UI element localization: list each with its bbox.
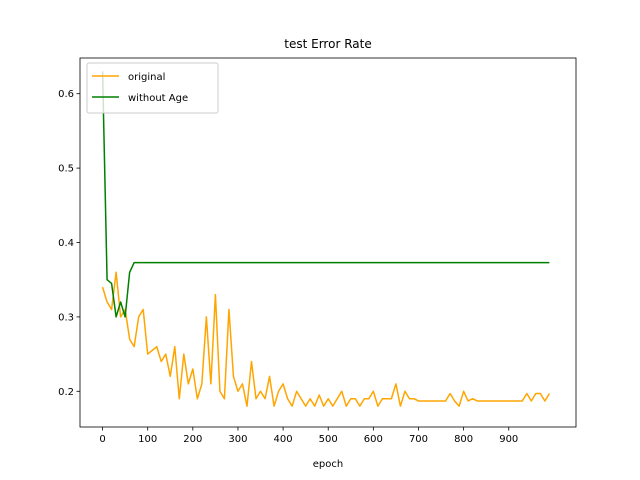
x-tick-label: 200 (183, 434, 202, 445)
y-tick-label: 0.3 (58, 312, 74, 323)
series-line (101, 271, 551, 407)
plot-frame (79, 57, 577, 428)
chart-title: test Error Rate (284, 37, 371, 51)
x-tick-label: 800 (454, 434, 473, 445)
series-line (101, 71, 550, 318)
y-tick-label: 0.4 (58, 238, 74, 249)
legend-label: original (128, 72, 165, 83)
x-tick-label: 900 (499, 434, 518, 445)
y-tick-label: 0.6 (58, 89, 74, 100)
x-axis-label: epoch (313, 459, 343, 470)
legend-box (86, 62, 219, 114)
y-tick-label: 0.5 (58, 164, 74, 175)
x-tick-label: 400 (274, 434, 293, 445)
x-tick-label: 700 (409, 434, 428, 445)
legend-label: without Age (128, 93, 188, 104)
x-tick-label: 0 (99, 434, 105, 445)
y-tick-label: 0.2 (58, 387, 74, 398)
x-tick-label: 300 (228, 434, 247, 445)
x-tick-label: 500 (319, 434, 338, 445)
x-tick-label: 600 (364, 434, 383, 445)
x-tick-label: 100 (138, 434, 157, 445)
